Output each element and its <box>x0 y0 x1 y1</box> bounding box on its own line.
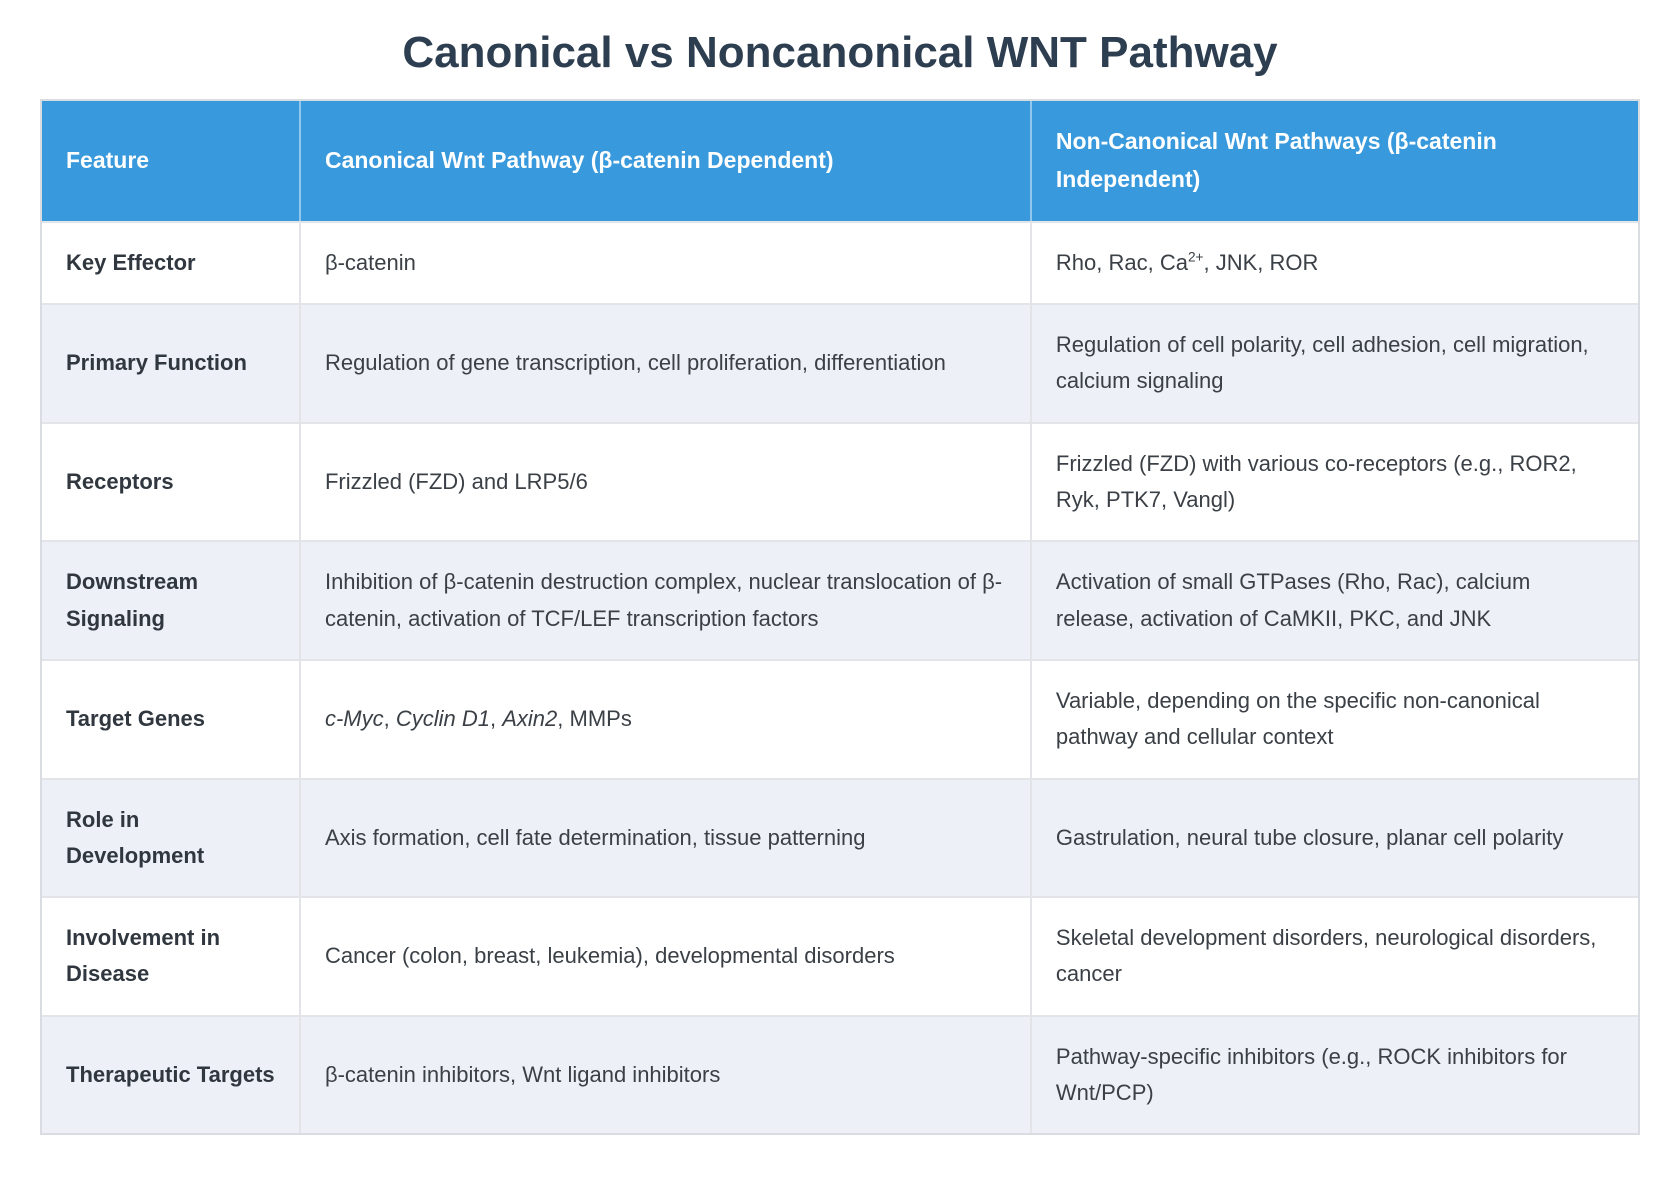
page-title: Canonical vs Noncanonical WNT Pathway <box>402 28 1278 77</box>
table-row: Receptors Frizzled (FZD) and LRP5/6 Frizzl… <box>42 421 1638 541</box>
column-header-canonical: Canonical Wnt Pathway (β-catenin Depende… <box>298 101 1030 221</box>
canonical-cell: Cancer (colon, breast, leukemia), develo… <box>298 896 1030 1015</box>
feature-cell: Therapeutic Targets <box>42 1014 299 1134</box>
table-row: Key Effector β-catenin Rho, Rac, Ca2+, JNK… <box>42 220 1638 304</box>
column-header-feature: Feature <box>42 101 299 221</box>
canonical-cell: Frizzled (FZD) and LRP5/6 <box>298 421 1030 541</box>
table-row: Therapeutic Targets β-catenin inhibitors,… <box>42 1014 1638 1134</box>
noncanonical-cell: Frizzled (FZD) with various co-receptors… <box>1029 421 1638 541</box>
noncanonical-cell: Regulation of cell polarity, cell adhesi… <box>1029 303 1638 422</box>
table-row: Downstream Signaling Inhibition of β-cate… <box>42 540 1638 659</box>
noncanonical-cell: Rho, Rac, Ca2+, JNK, ROR <box>1029 220 1638 304</box>
comparison-table-container: Feature Canonical Wnt Pathway (β-catenin… <box>40 99 1640 1136</box>
canonical-cell: β-catenin inhibitors, Wnt ligand inhibit… <box>298 1014 1030 1134</box>
canonical-cell: β-catenin <box>298 220 1030 304</box>
feature-cell: Involvement in Disease <box>42 896 299 1015</box>
table-row: Role in Development Axis formation, cell … <box>42 777 1638 897</box>
feature-cell: Role in Development <box>42 777 299 897</box>
table-row: Primary Function Regulation of gene trans… <box>42 303 1638 422</box>
feature-cell: Primary Function <box>42 303 299 422</box>
table-row: Involvement in Disease Cancer (colon, bre… <box>42 896 1638 1015</box>
feature-cell: Key Effector <box>42 220 299 304</box>
noncanonical-cell: Activation of small GTPases (Rho, Rac), … <box>1029 540 1638 659</box>
noncanonical-cell: Gastrulation, neural tube closure, plana… <box>1029 777 1638 897</box>
canonical-cell: Regulation of gene transcription, cell p… <box>298 303 1030 422</box>
feature-cell: Receptors <box>42 421 299 541</box>
table-row: Target Genes c-Myc, Cyclin D1, Axin2, MMP… <box>42 658 1638 778</box>
table-header: Feature Canonical Wnt Pathway (β-catenin… <box>42 101 1638 221</box>
canonical-cell: Axis formation, cell fate determination,… <box>298 777 1030 897</box>
header-row: Feature Canonical Wnt Pathway (β-catenin… <box>42 101 1638 221</box>
canonical-cell: Inhibition of β-catenin destruction comp… <box>298 540 1030 659</box>
comparison-table: Feature Canonical Wnt Pathway (β-catenin… <box>42 101 1638 1134</box>
feature-cell: Downstream Signaling <box>42 540 299 659</box>
noncanonical-cell: Variable, depending on the specific non-… <box>1029 658 1638 778</box>
table-body: Key Effector β-catenin Rho, Rac, Ca2+, JNK… <box>42 220 1638 1134</box>
canonical-cell: c-Myc, Cyclin D1, Axin2, MMPs <box>298 658 1030 778</box>
column-header-noncanonical: Non-Canonical Wnt Pathways (β-catenin In… <box>1029 101 1638 221</box>
noncanonical-cell: Pathway-specific inhibitors (e.g., ROCK … <box>1029 1014 1638 1134</box>
feature-cell: Target Genes <box>42 658 299 778</box>
page: Canonical vs Noncanonical WNT Pathway Fe… <box>40 28 1640 1136</box>
noncanonical-cell: Skeletal development disorders, neurolog… <box>1029 896 1638 1015</box>
